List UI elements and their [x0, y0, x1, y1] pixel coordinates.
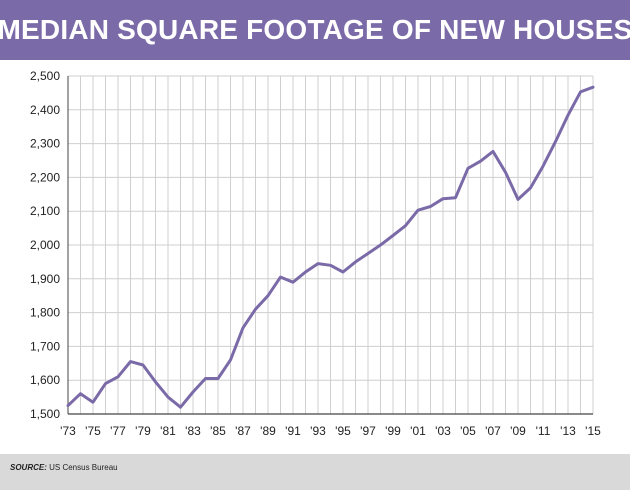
source-text: US Census Bureau [46, 463, 118, 472]
x-tick-label: '01 [410, 424, 426, 438]
x-tick-label: '93 [310, 424, 326, 438]
x-tick-label: '79 [135, 424, 151, 438]
source-label: SOURCE: [10, 463, 47, 472]
x-tick-label: '07 [485, 424, 501, 438]
y-tick-label: 1,500 [30, 407, 60, 421]
x-tick-label: '11 [536, 424, 551, 438]
x-tick-label: '87 [235, 424, 251, 438]
x-tick-label: '13 [560, 424, 576, 438]
y-tick-label: 1,800 [30, 306, 60, 320]
y-tick-label: 2,300 [30, 137, 60, 151]
x-tick-label: '05 [460, 424, 476, 438]
x-tick-label: '15 [585, 424, 601, 438]
y-tick-label: 1,700 [30, 339, 60, 353]
x-tick-label: '73 [60, 424, 76, 438]
y-tick-label: 2,000 [30, 238, 60, 252]
source-note: SOURCE: US Census Bureau [10, 463, 118, 472]
x-tick-label: '99 [385, 424, 401, 438]
x-tick-label: '89 [260, 424, 276, 438]
footer: SOURCE: US Census Bureau [0, 454, 630, 490]
line-chart: 1,500 1,600 1,700 1,800 1,900 2,000 2,100 2,200… [30, 69, 601, 438]
y-tick-label: 2,400 [30, 103, 60, 117]
x-tick-label: '03 [435, 424, 451, 438]
x-tick-label: '83 [185, 424, 201, 438]
chart-title: MEDIAN SQUARE FOOTAGE OF NEW HOUSES [0, 14, 630, 45]
x-tick-label: '85 [210, 424, 226, 438]
x-tick-label: '95 [335, 424, 351, 438]
series-line [66, 85, 595, 409]
y-tick-label: 2,500 [30, 69, 60, 83]
y-tick-label: 1,600 [30, 373, 60, 387]
y-tick-label: 2,200 [30, 170, 60, 184]
x-tick-label: '91 [285, 424, 301, 438]
y-tick-label: 1,900 [30, 272, 60, 286]
x-tick-label: '75 [85, 424, 101, 438]
x-tick-label: '77 [110, 424, 126, 438]
x-tick-label: '97 [360, 424, 376, 438]
x-tick-label: '81 [160, 424, 176, 438]
x-tick-label: '09 [510, 424, 526, 438]
y-tick-label: 2,100 [30, 204, 60, 218]
title-bar: MEDIAN SQUARE FOOTAGE OF NEW HOUSES [0, 0, 630, 60]
